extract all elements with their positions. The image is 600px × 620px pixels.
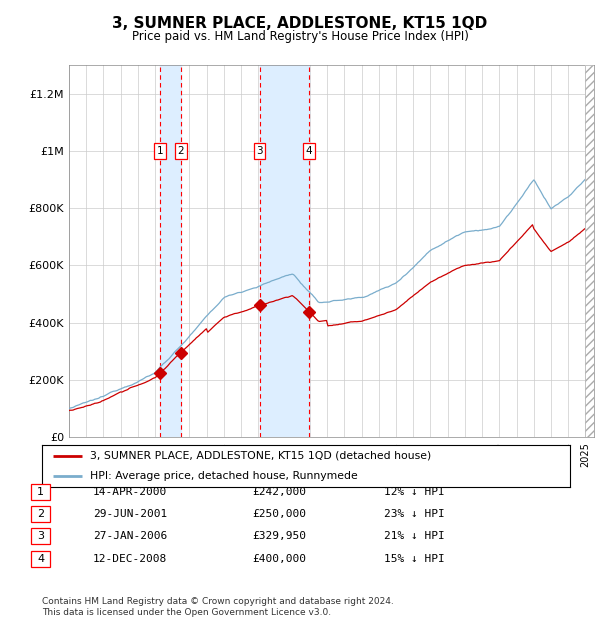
Text: 3: 3 [37, 531, 44, 541]
Text: 29-JUN-2001: 29-JUN-2001 [93, 509, 167, 519]
Text: Contains HM Land Registry data © Crown copyright and database right 2024.
This d: Contains HM Land Registry data © Crown c… [42, 598, 394, 617]
Text: 1: 1 [157, 146, 163, 156]
Bar [160, 65, 181, 437]
Text: £400,000: £400,000 [252, 554, 306, 564]
Bar [586, 65, 594, 437]
Text: 12-DEC-2008: 12-DEC-2008 [93, 554, 167, 564]
Text: £250,000: £250,000 [252, 509, 306, 519]
Bar [260, 65, 309, 437]
Text: £329,950: £329,950 [252, 531, 306, 541]
Text: 2: 2 [37, 509, 44, 519]
Text: 3, SUMNER PLACE, ADDLESTONE, KT15 1QD (detached house): 3, SUMNER PLACE, ADDLESTONE, KT15 1QD (d… [89, 451, 431, 461]
Text: 12% ↓ HPI: 12% ↓ HPI [384, 487, 445, 497]
Text: 4: 4 [37, 554, 44, 564]
Text: 4: 4 [306, 146, 313, 156]
Text: Price paid vs. HM Land Registry's House Price Index (HPI): Price paid vs. HM Land Registry's House … [131, 30, 469, 43]
Text: HPI: Average price, detached house, Runnymede: HPI: Average price, detached house, Runn… [89, 471, 357, 481]
Text: 3, SUMNER PLACE, ADDLESTONE, KT15 1QD: 3, SUMNER PLACE, ADDLESTONE, KT15 1QD [112, 16, 488, 30]
Text: 15% ↓ HPI: 15% ↓ HPI [384, 554, 445, 564]
Text: 14-APR-2000: 14-APR-2000 [93, 487, 167, 497]
Text: 2: 2 [178, 146, 184, 156]
Text: 3: 3 [256, 146, 263, 156]
Text: 21% ↓ HPI: 21% ↓ HPI [384, 531, 445, 541]
Text: 1: 1 [37, 487, 44, 497]
Text: £242,000: £242,000 [252, 487, 306, 497]
Text: 27-JAN-2006: 27-JAN-2006 [93, 531, 167, 541]
Bar [586, 65, 594, 437]
Text: 23% ↓ HPI: 23% ↓ HPI [384, 509, 445, 519]
